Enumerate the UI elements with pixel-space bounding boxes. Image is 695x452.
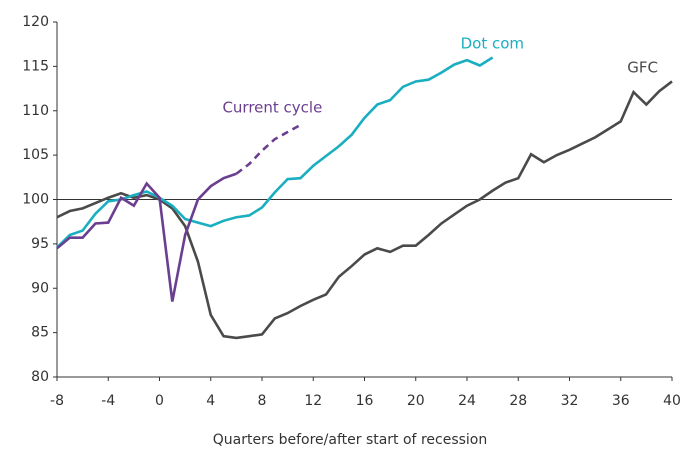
x-tick-label: 4 (206, 393, 215, 409)
series-label: GFC (627, 59, 658, 77)
x-tick-label: 32 (561, 393, 579, 409)
series-label: Dot com (461, 35, 524, 53)
y-tick-label: 110 (22, 103, 49, 119)
series-line (56, 172, 237, 302)
x-tick-label: 0 (155, 393, 164, 409)
y-tick-label: 115 (22, 58, 49, 74)
y-tick-label: 80 (31, 369, 49, 385)
series-line (56, 56, 494, 249)
y-tick-label: 95 (31, 236, 49, 252)
x-tick-label: 28 (509, 393, 527, 409)
y-tick-label: 100 (22, 192, 49, 208)
x-tick-label: -4 (101, 393, 115, 409)
y-tick-label: 85 (31, 325, 49, 341)
y-tick-label: 105 (22, 147, 49, 163)
x-tick-label: 40 (663, 393, 681, 409)
x-tick-label: 16 (356, 393, 374, 409)
y-tick-label: 90 (31, 280, 49, 296)
x-axis-title: Quarters before/after start of recession (213, 432, 487, 448)
series-line-dashed (235, 123, 302, 175)
series-label: Current cycle (222, 99, 322, 117)
x-tick-label: 12 (304, 393, 322, 409)
y-tick-label: 120 (22, 14, 49, 30)
x-tick-label: 36 (612, 393, 630, 409)
x-tick-label: 8 (258, 393, 267, 409)
x-tick-label: 24 (458, 393, 476, 409)
x-tick-label: 20 (407, 393, 425, 409)
x-tick-label: -8 (50, 393, 64, 409)
